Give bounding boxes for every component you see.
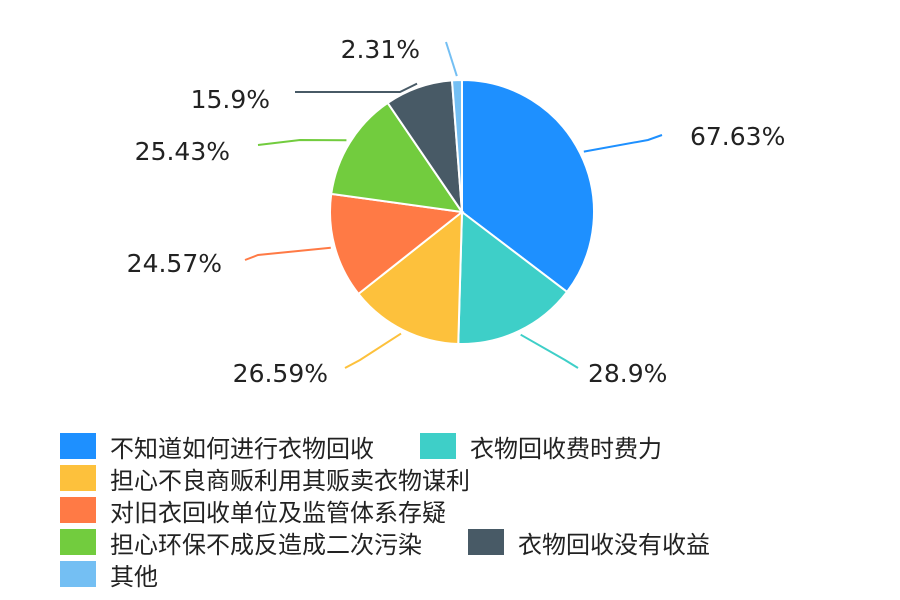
legend-row: 对旧衣回收单位及监管体系存疑 (60, 493, 880, 528)
pie-chart: 67.63% 28.9% 26.59% 24.57% 25.43% 15.9% 2.31% (127, 35, 786, 388)
legend-label: 衣物回收费时费力 (470, 434, 662, 463)
data-label: 2.31% (341, 35, 420, 64)
data-labels: 67.63% 28.9% 26.59% 24.57% 25.43% 15.9% 2.31% (127, 35, 786, 388)
leader-line (583, 134, 663, 153)
legend-row: 担心不良商贩利用其贩卖衣物谋利 (60, 461, 880, 496)
leader-line (295, 82, 418, 93)
legend-swatch (420, 433, 456, 459)
legend-label: 担心不良商贩利用其贩卖衣物谋利 (110, 466, 470, 495)
data-label: 25.43% (135, 137, 230, 166)
data-label: 24.57% (127, 249, 222, 278)
legend-row: 担心环保不成反造成二次污染 衣物回收没有收益 (60, 525, 880, 560)
leader-line (244, 246, 331, 261)
legend-label: 衣物回收没有收益 (518, 530, 710, 559)
data-label: 26.59% (233, 359, 328, 388)
legend-item[interactable]: 担心不良商贩利用其贩卖衣物谋利 (60, 461, 470, 496)
legend-swatch (60, 497, 96, 523)
legend-item[interactable]: 衣物回收没有收益 (468, 525, 710, 560)
pie-slices (329, 78, 595, 345)
pie-slice[interactable] (357, 209, 464, 345)
legend-swatch (60, 433, 96, 459)
legend-label: 其他 (110, 562, 158, 591)
legend-item[interactable]: 其他 (60, 557, 158, 592)
leader-line (344, 332, 402, 369)
legend-label: 担心环保不成反造成二次污染 (110, 530, 422, 559)
pie-slice[interactable] (461, 78, 595, 294)
legend-swatch (468, 529, 504, 555)
pie-slice[interactable] (329, 192, 465, 296)
leader-line (520, 333, 579, 369)
data-label: 15.9% (191, 85, 270, 114)
legend-swatch (60, 465, 96, 491)
leader-line (445, 41, 458, 77)
leader-line (257, 138, 347, 146)
legend-row: 其他 (60, 557, 880, 592)
legend-item[interactable]: 对旧衣回收单位及监管体系存疑 (60, 493, 446, 528)
data-label: 28.9% (588, 359, 667, 388)
legend-swatch (60, 561, 96, 587)
legend-row: 不知道如何进行衣物回收 衣物回收费时费力 (60, 429, 880, 464)
legend-item[interactable]: 担心环保不成反造成二次污染 (60, 525, 422, 560)
leader-lines (244, 41, 663, 369)
legend-label: 对旧衣回收单位及监管体系存疑 (110, 498, 446, 527)
pie-slice[interactable] (330, 101, 465, 214)
legend-label: 不知道如何进行衣物回收 (110, 434, 374, 463)
legend: 不知道如何进行衣物回收 衣物回收费时费力 担心不良商贩利用其贩卖衣物谋利 对旧衣… (60, 429, 880, 592)
legend-item[interactable]: 不知道如何进行衣物回收 (60, 429, 374, 464)
legend-swatch (60, 529, 96, 555)
pie-slice[interactable] (450, 78, 463, 213)
legend-item[interactable]: 衣物回收费时费力 (420, 429, 662, 464)
data-label: 67.63% (690, 122, 785, 151)
pie-slice[interactable] (457, 210, 569, 345)
